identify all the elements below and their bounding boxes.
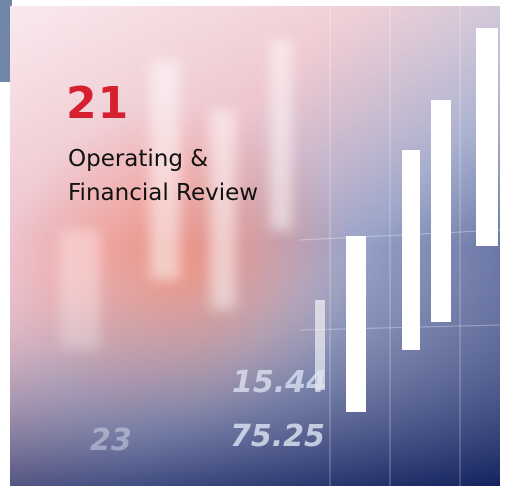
section-number: 21 xyxy=(66,78,130,129)
corner-block xyxy=(0,0,12,82)
figures: 15.44 23 75.25 xyxy=(90,365,327,458)
figure: 75.25 xyxy=(230,419,325,454)
figure: 23 xyxy=(90,423,132,458)
figure: 15.44 xyxy=(232,365,327,400)
candles xyxy=(315,28,498,412)
section-title: Financial Review xyxy=(68,180,259,206)
section-title: Operating & xyxy=(68,146,209,172)
grid xyxy=(299,6,501,486)
